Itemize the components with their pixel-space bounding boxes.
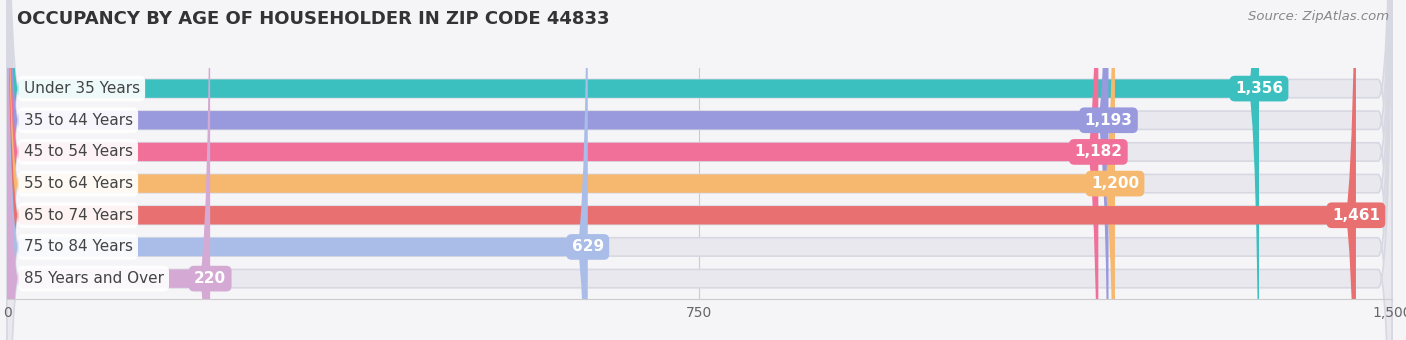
FancyBboxPatch shape (7, 0, 1108, 340)
Text: 1,193: 1,193 (1084, 113, 1132, 128)
FancyBboxPatch shape (7, 0, 588, 340)
Text: OCCUPANCY BY AGE OF HOUSEHOLDER IN ZIP CODE 44833: OCCUPANCY BY AGE OF HOUSEHOLDER IN ZIP C… (17, 10, 609, 28)
FancyBboxPatch shape (7, 0, 1115, 340)
FancyBboxPatch shape (7, 0, 1392, 340)
Text: 1,461: 1,461 (1331, 208, 1379, 223)
FancyBboxPatch shape (7, 0, 1258, 340)
FancyBboxPatch shape (7, 0, 1355, 340)
Text: 629: 629 (572, 239, 603, 254)
Text: 55 to 64 Years: 55 to 64 Years (24, 176, 132, 191)
Text: 1,182: 1,182 (1074, 144, 1122, 159)
FancyBboxPatch shape (7, 0, 1392, 340)
FancyBboxPatch shape (7, 0, 1392, 340)
FancyBboxPatch shape (7, 0, 1392, 340)
FancyBboxPatch shape (7, 0, 209, 340)
FancyBboxPatch shape (7, 0, 1392, 340)
Text: 35 to 44 Years: 35 to 44 Years (24, 113, 132, 128)
FancyBboxPatch shape (7, 0, 1392, 340)
Text: 220: 220 (194, 271, 226, 286)
Text: 85 Years and Over: 85 Years and Over (24, 271, 163, 286)
Text: 65 to 74 Years: 65 to 74 Years (24, 208, 132, 223)
Text: Under 35 Years: Under 35 Years (24, 81, 139, 96)
FancyBboxPatch shape (7, 0, 1392, 340)
Text: 1,200: 1,200 (1091, 176, 1139, 191)
Text: Source: ZipAtlas.com: Source: ZipAtlas.com (1249, 10, 1389, 23)
Text: 75 to 84 Years: 75 to 84 Years (24, 239, 132, 254)
Text: 45 to 54 Years: 45 to 54 Years (24, 144, 132, 159)
Text: 1,356: 1,356 (1234, 81, 1284, 96)
FancyBboxPatch shape (7, 0, 1098, 340)
